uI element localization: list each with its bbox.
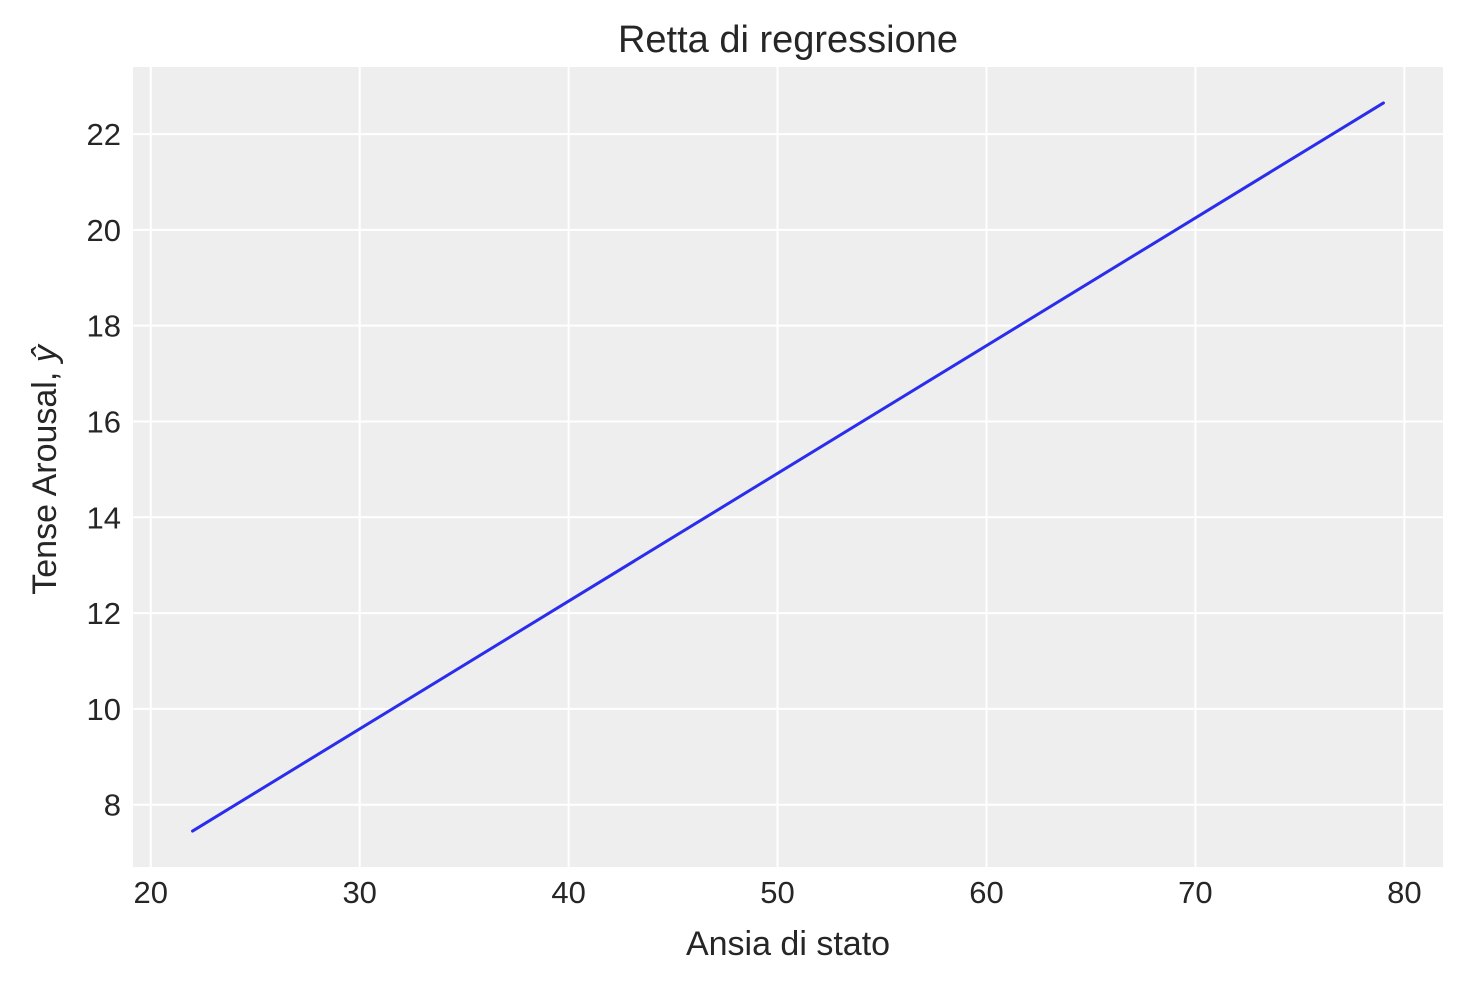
series-layer [191,101,1385,833]
y-axis-label-text: Tense Arousal, [26,362,64,594]
y-tick-label: 8 [104,788,121,823]
x-tick-label: 30 [342,875,376,910]
y-tick-label: 10 [87,692,121,727]
y-tick-label: 12 [87,596,121,631]
x-tick-label: 80 [1387,875,1421,910]
x-tick-label: 50 [760,875,794,910]
x-tick-label: 20 [134,875,168,910]
y-tick-label: 22 [87,117,121,152]
x-tick-label: 40 [551,875,585,910]
y-tick-label: 14 [87,500,121,535]
y-tick-label: 16 [87,404,121,439]
y-axis-label-symbol: ŷ [26,343,64,364]
x-tick-label: 60 [969,875,1003,910]
x-tick-labels: 20 30 40 50 60 70 80 [134,875,1422,910]
x-axis-label: Ansia di stato [686,925,890,963]
x-tick-label: 70 [1178,875,1212,910]
y-tick-label: 20 [87,213,121,248]
y-tick-labels: 8 10 12 14 16 18 20 22 [87,117,121,823]
chart-title: Retta di regressione [618,19,958,61]
x-grid [149,67,1406,867]
regression-line [191,101,1385,833]
y-grid [133,133,1443,806]
y-tick-label: 18 [87,309,121,344]
y-axis-label: Tense Arousal, ŷ [26,343,64,594]
